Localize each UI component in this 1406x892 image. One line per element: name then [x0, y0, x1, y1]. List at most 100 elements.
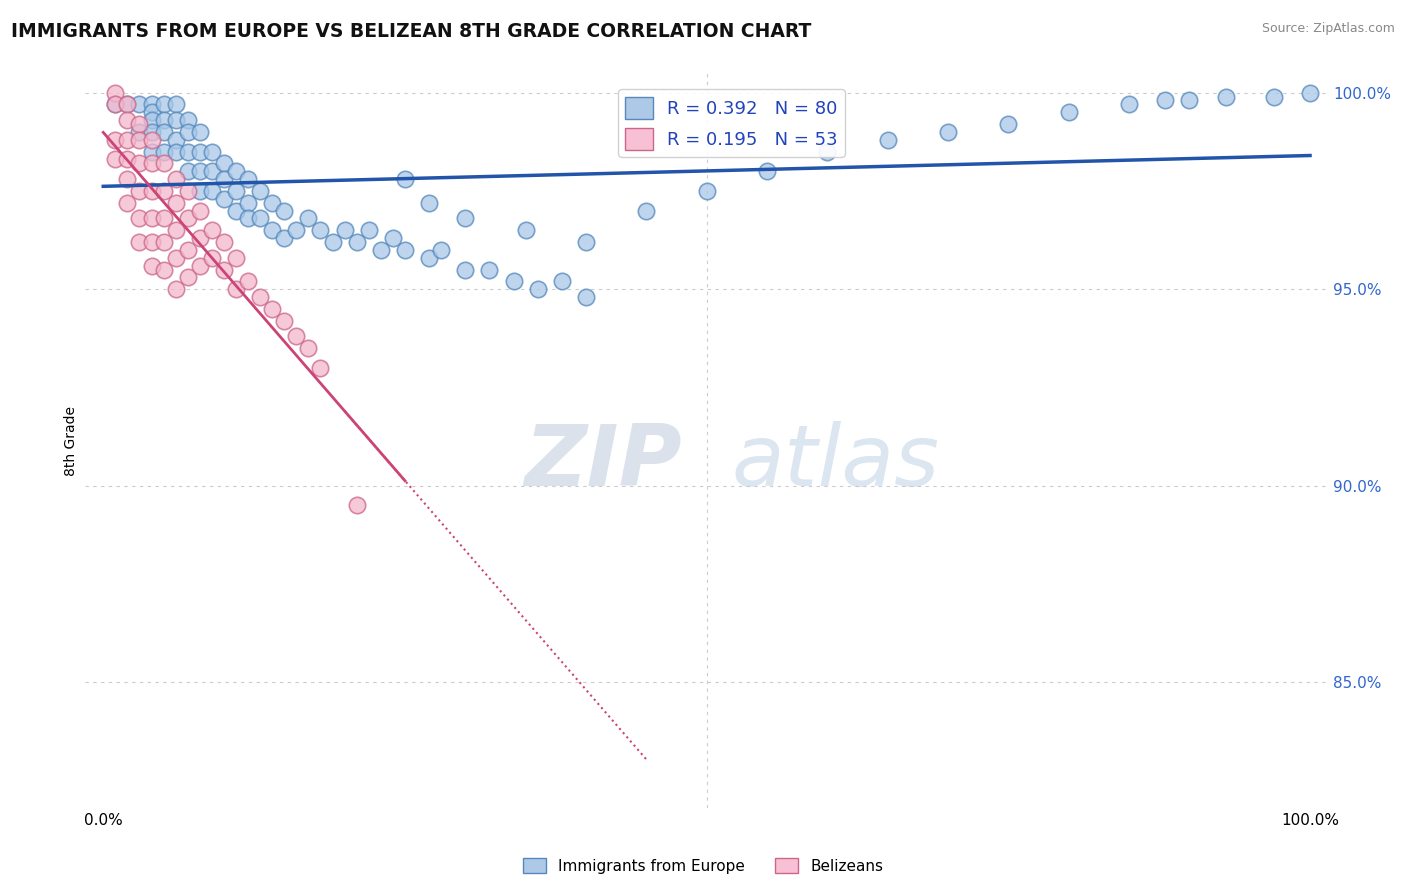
Point [1178, 94, 1201, 108]
Point [117, 97, 139, 112]
Point [104, 97, 127, 112]
Point [201, 223, 224, 237]
Point [177, 211, 200, 226]
Point [141, 125, 163, 139]
Point [165, 97, 187, 112]
Point [236, 211, 259, 226]
Point [152, 113, 174, 128]
Point [141, 145, 163, 159]
Point [212, 192, 235, 206]
Point [273, 203, 295, 218]
Point [141, 259, 163, 273]
Point [876, 133, 898, 147]
Point [141, 133, 163, 147]
Point [177, 184, 200, 198]
Point [936, 125, 959, 139]
Text: IMMIGRANTS FROM EUROPE VS BELIZEAN 8TH GRADE CORRELATION CHART: IMMIGRANTS FROM EUROPE VS BELIZEAN 8TH G… [11, 22, 811, 41]
Point [225, 251, 247, 265]
Point [104, 97, 127, 112]
Point [117, 133, 139, 147]
Point [249, 290, 271, 304]
Point [152, 156, 174, 170]
Point [165, 133, 187, 147]
Point [177, 164, 200, 178]
Point [1299, 86, 1322, 100]
Point [526, 282, 548, 296]
Point [117, 113, 139, 128]
Point [478, 262, 501, 277]
Point [188, 203, 211, 218]
Point [815, 145, 838, 159]
Point [370, 243, 392, 257]
Point [346, 499, 368, 513]
Point [418, 195, 440, 210]
Point [357, 223, 380, 237]
Point [117, 172, 139, 186]
Point [152, 184, 174, 198]
Point [430, 243, 453, 257]
Point [1118, 97, 1140, 112]
Point [225, 282, 247, 296]
Point [128, 156, 150, 170]
Point [236, 195, 259, 210]
Point [515, 223, 537, 237]
Point [188, 164, 211, 178]
Point [201, 164, 224, 178]
Point [177, 270, 200, 285]
Point [177, 113, 200, 128]
Point [165, 251, 187, 265]
Point [128, 117, 150, 131]
Text: Source: ZipAtlas.com: Source: ZipAtlas.com [1261, 22, 1395, 36]
Point [165, 195, 187, 210]
Point [165, 282, 187, 296]
Point [117, 97, 139, 112]
Point [128, 97, 150, 112]
Point [117, 153, 139, 167]
Point [152, 125, 174, 139]
Point [418, 251, 440, 265]
Point [201, 251, 224, 265]
Point [249, 184, 271, 198]
Point [212, 172, 235, 186]
Point [152, 235, 174, 249]
Point [575, 290, 598, 304]
Text: atlas: atlas [731, 421, 939, 504]
Point [141, 97, 163, 112]
Point [249, 211, 271, 226]
Point [322, 235, 344, 249]
Point [225, 184, 247, 198]
Point [165, 223, 187, 237]
Point [152, 97, 174, 112]
Point [394, 243, 416, 257]
Point [141, 211, 163, 226]
Point [333, 223, 356, 237]
Point [225, 203, 247, 218]
Point [285, 223, 308, 237]
Point [297, 341, 319, 355]
Point [141, 105, 163, 120]
Point [997, 117, 1019, 131]
Point [104, 133, 127, 147]
Point [696, 184, 718, 198]
Point [165, 172, 187, 186]
Point [117, 195, 139, 210]
Point [201, 184, 224, 198]
Point [177, 145, 200, 159]
Point [188, 231, 211, 245]
Point [152, 145, 174, 159]
Legend: Immigrants from Europe, Belizeans: Immigrants from Europe, Belizeans [516, 852, 890, 880]
Point [188, 184, 211, 198]
Point [575, 235, 598, 249]
Point [1057, 105, 1080, 120]
Point [394, 172, 416, 186]
Point [309, 360, 332, 375]
Point [128, 211, 150, 226]
Point [262, 195, 284, 210]
Point [381, 231, 404, 245]
Y-axis label: 8th Grade: 8th Grade [65, 406, 79, 475]
Point [104, 153, 127, 167]
Point [262, 301, 284, 316]
Point [636, 203, 658, 218]
Point [152, 211, 174, 226]
Point [201, 145, 224, 159]
